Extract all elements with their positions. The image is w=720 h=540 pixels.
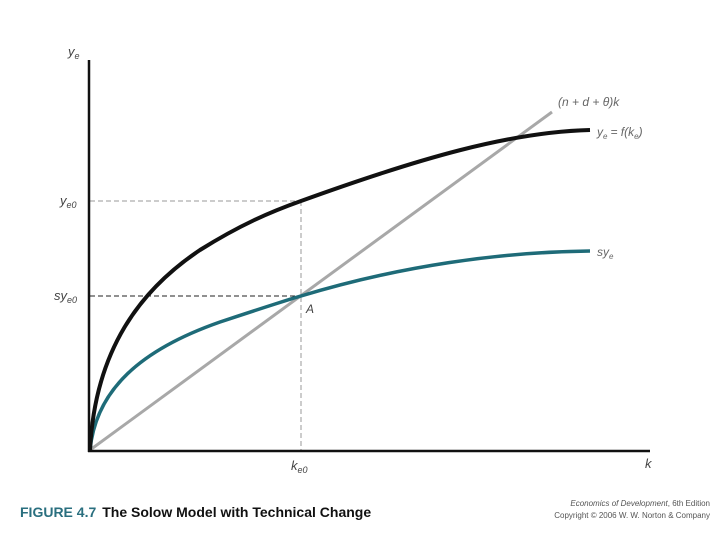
- tick-label-sye0: sye0: [54, 288, 77, 305]
- steady-state-point-label: A: [305, 302, 314, 316]
- y-axis-label: ye: [67, 44, 80, 61]
- output-curve-label: ye = f(ke): [596, 125, 643, 141]
- savings-curve-label: sye: [597, 245, 614, 261]
- tick-label-ke0: ke0: [291, 458, 308, 475]
- tick-label-ye0: ye0: [59, 193, 77, 210]
- figure-number: FIGURE 4.7: [20, 504, 97, 520]
- break-even-line: [89, 110, 553, 452]
- x-axis-label: k: [645, 456, 653, 471]
- output-curve: [88, 128, 591, 451]
- break-even-label: (n + d + θ)k: [558, 95, 620, 109]
- book-edition: , 6th Edition: [667, 499, 710, 508]
- figure-title: The Solow Model with Technical Change: [102, 504, 372, 520]
- figure-caption: FIGURE 4.7 The Solow Model with Technical…: [20, 504, 440, 526]
- copyright-line: Copyright © 2006 W. W. Norton & Company: [554, 511, 710, 520]
- book-title: Economics of Development: [570, 499, 668, 508]
- publisher-credit: Economics of Development, 6th Edition Co…: [520, 498, 710, 528]
- savings-curve: [88, 249, 591, 451]
